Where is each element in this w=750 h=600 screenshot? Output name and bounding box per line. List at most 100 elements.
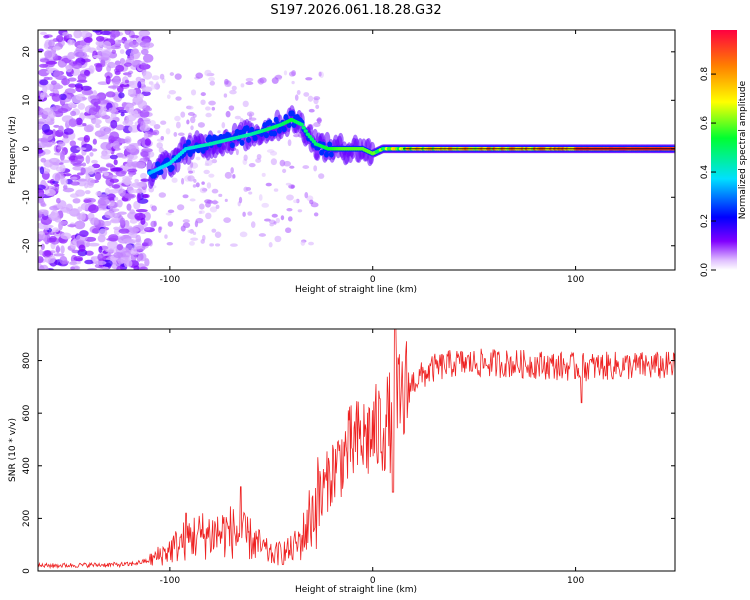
noise-blob [91, 118, 102, 125]
noise-blob [198, 203, 205, 210]
noise-blob [111, 102, 119, 109]
noise-blob [224, 171, 232, 179]
noise-blob [206, 182, 212, 189]
noise-blob [275, 217, 281, 224]
x-tick-label: -100 [160, 576, 181, 586]
noise-blob [116, 265, 124, 270]
noise-blob [153, 124, 161, 130]
ridge-halo [161, 165, 168, 180]
noise-blob [225, 110, 231, 118]
noise-blob [296, 90, 301, 95]
noise-blob [100, 30, 112, 36]
noise-blob [133, 200, 141, 210]
ridge-band [246, 136, 252, 143]
ridge-core [299, 122, 304, 127]
noise-blob [307, 95, 314, 102]
noise-blob [38, 107, 45, 116]
noise-blob [309, 199, 314, 205]
noise-blob [142, 53, 154, 63]
colorbar-tick-label: 0.0 [700, 263, 710, 278]
noise-blob [98, 246, 103, 253]
noise-blob [105, 91, 116, 98]
noise-blob [140, 217, 146, 225]
noise-blob [139, 157, 147, 165]
noise-blob [128, 80, 139, 89]
noise-blob [91, 228, 99, 234]
noise-blob [273, 221, 277, 225]
snr-plot: -100 0 100 0 200 400 600 800 Height of straight… [8, 328, 676, 595]
noise-blob [83, 37, 93, 43]
noise-blob [175, 121, 181, 129]
noise-blob [77, 206, 83, 212]
noise-blob [45, 60, 58, 65]
snr-ticks: -100 0 100 0 200 400 600 800 [22, 329, 675, 586]
noise-blob [189, 198, 196, 202]
noise-blob [74, 220, 86, 230]
noise-blob [269, 222, 275, 227]
noise-blob [209, 243, 215, 247]
x-tick-label: 100 [567, 275, 584, 285]
noise-blob [228, 105, 235, 111]
noise-blob [113, 159, 118, 166]
noise-blob [164, 234, 168, 239]
noise-blob [190, 125, 194, 131]
noise-blob [40, 157, 47, 163]
noise-blob [283, 160, 291, 167]
noise-blob [243, 154, 248, 162]
noise-blob [167, 221, 174, 227]
noise-blob [61, 137, 70, 144]
noise-blob [67, 52, 74, 60]
y-tick-label: 20 [22, 46, 32, 58]
noise-blob [199, 187, 207, 194]
noise-blob [109, 154, 118, 160]
noise-blob [95, 63, 103, 73]
noise-blob [74, 154, 85, 164]
noise-blob [38, 267, 46, 270]
noise-blob [116, 243, 124, 251]
noise-blob [59, 164, 66, 173]
noise-blob [171, 177, 178, 183]
noise-blob [105, 75, 111, 85]
noise-blob [258, 194, 263, 201]
noise-blob [270, 158, 277, 166]
noise-blob [51, 93, 62, 102]
noise-blob [144, 107, 153, 112]
noise-blob [58, 125, 64, 133]
noise-blob [137, 81, 142, 89]
noise-blob [129, 227, 140, 234]
noise-blob [165, 128, 171, 135]
noise-blob [302, 165, 310, 169]
noise-blob [182, 222, 191, 229]
noise-blob [123, 62, 132, 67]
noise-blob [167, 209, 175, 214]
ridge-band [200, 147, 206, 154]
noise-blob [261, 172, 266, 177]
noise-blob [81, 89, 94, 96]
noise-blob [144, 42, 155, 48]
ridge-band [267, 119, 273, 126]
colorbar-tick-label: 0.8 [700, 67, 710, 82]
noise-blob [243, 186, 249, 192]
noise-blob [81, 44, 91, 53]
colorbar-label: Normalized spectral amplitude [738, 80, 748, 219]
noise-blob [118, 228, 130, 234]
noise-blob [268, 242, 273, 248]
colorbar-tick-label: 0.6 [700, 116, 710, 131]
noise-blob [141, 86, 153, 93]
noise-blob [318, 173, 325, 179]
noise-blob [48, 157, 60, 164]
noise-blob [44, 227, 50, 231]
noise-blob [95, 191, 102, 197]
noise-blob [75, 189, 86, 197]
noise-blob [188, 170, 193, 174]
noise-blob [124, 79, 130, 84]
noise-blob [40, 216, 52, 226]
noise-blob [119, 83, 131, 87]
noise-blob [149, 120, 156, 127]
noise-blob [138, 30, 151, 37]
noise-blob [235, 148, 239, 156]
noise-blob [87, 178, 95, 186]
ridge-band [281, 126, 287, 133]
noise-blob [289, 165, 295, 169]
noise-blob [110, 119, 118, 129]
